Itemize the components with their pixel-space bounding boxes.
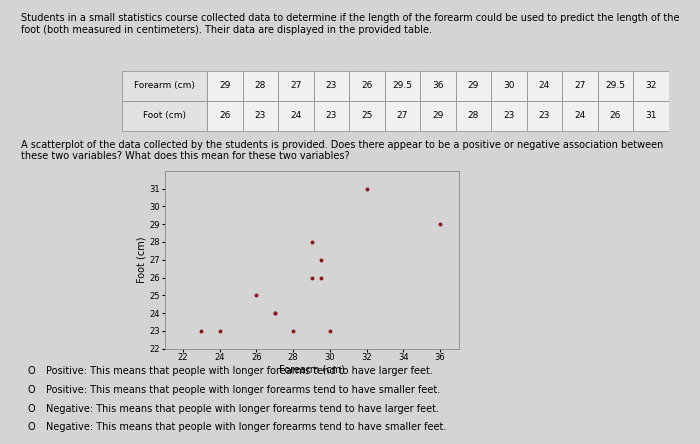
FancyBboxPatch shape xyxy=(314,101,349,131)
Text: 31: 31 xyxy=(645,111,657,120)
X-axis label: Forearm (cm): Forearm (cm) xyxy=(279,365,344,374)
Text: 23: 23 xyxy=(255,111,266,120)
FancyBboxPatch shape xyxy=(598,71,633,101)
Point xyxy=(435,221,446,228)
Text: O: O xyxy=(28,366,36,377)
Point xyxy=(324,327,335,334)
FancyBboxPatch shape xyxy=(122,101,207,131)
FancyBboxPatch shape xyxy=(420,71,456,101)
Text: 26: 26 xyxy=(219,111,230,120)
Text: 27: 27 xyxy=(397,111,408,120)
Point xyxy=(315,274,326,281)
Text: Forearm (cm): Forearm (cm) xyxy=(134,81,195,91)
Text: 27: 27 xyxy=(290,81,302,91)
Point xyxy=(361,185,372,192)
Text: 25: 25 xyxy=(361,111,372,120)
FancyBboxPatch shape xyxy=(598,101,633,131)
Point xyxy=(195,327,207,334)
Point xyxy=(306,274,317,281)
FancyBboxPatch shape xyxy=(526,101,562,131)
Text: O: O xyxy=(28,385,36,395)
Point xyxy=(269,309,280,317)
Y-axis label: Foot (cm): Foot (cm) xyxy=(137,237,147,283)
Text: O: O xyxy=(28,422,36,432)
Point xyxy=(251,292,262,299)
Text: 36: 36 xyxy=(432,81,444,91)
FancyBboxPatch shape xyxy=(314,71,349,101)
FancyBboxPatch shape xyxy=(633,101,668,131)
FancyBboxPatch shape xyxy=(384,101,420,131)
FancyBboxPatch shape xyxy=(491,101,526,131)
Text: 27: 27 xyxy=(574,81,585,91)
Point xyxy=(269,309,280,317)
FancyBboxPatch shape xyxy=(243,101,278,131)
FancyBboxPatch shape xyxy=(562,101,598,131)
Text: 29: 29 xyxy=(468,81,479,91)
Text: Positive: This means that people with longer forearms tend to have smaller feet.: Positive: This means that people with lo… xyxy=(46,385,440,395)
FancyBboxPatch shape xyxy=(349,101,384,131)
Text: 29.5: 29.5 xyxy=(606,81,625,91)
Text: Negative: This means that people with longer forearms tend to have smaller feet.: Negative: This means that people with lo… xyxy=(46,422,446,432)
Text: 24: 24 xyxy=(574,111,585,120)
FancyBboxPatch shape xyxy=(491,71,526,101)
Text: 28: 28 xyxy=(468,111,479,120)
FancyBboxPatch shape xyxy=(278,71,314,101)
FancyBboxPatch shape xyxy=(207,71,243,101)
FancyBboxPatch shape xyxy=(207,101,243,131)
Point xyxy=(288,327,299,334)
FancyBboxPatch shape xyxy=(384,71,420,101)
Text: 24: 24 xyxy=(539,81,550,91)
FancyBboxPatch shape xyxy=(526,71,562,101)
FancyBboxPatch shape xyxy=(456,101,491,131)
Text: O: O xyxy=(28,404,36,414)
Text: 26: 26 xyxy=(361,81,372,91)
Point xyxy=(315,256,326,263)
Text: 29: 29 xyxy=(219,81,230,91)
Text: A scatterplot of the data collected by the students is provided. Does there appe: A scatterplot of the data collected by t… xyxy=(21,140,664,162)
FancyBboxPatch shape xyxy=(456,71,491,101)
FancyBboxPatch shape xyxy=(122,71,207,101)
Text: Foot (cm): Foot (cm) xyxy=(144,111,186,120)
FancyBboxPatch shape xyxy=(243,71,278,101)
Text: 23: 23 xyxy=(326,111,337,120)
Text: 26: 26 xyxy=(610,111,621,120)
FancyBboxPatch shape xyxy=(562,71,598,101)
FancyBboxPatch shape xyxy=(278,101,314,131)
Text: 23: 23 xyxy=(538,111,550,120)
FancyBboxPatch shape xyxy=(633,71,668,101)
Text: 29: 29 xyxy=(432,111,444,120)
Text: Negative: This means that people with longer forearms tend to have larger feet.: Negative: This means that people with lo… xyxy=(46,404,438,414)
Text: 23: 23 xyxy=(503,111,514,120)
FancyBboxPatch shape xyxy=(349,71,384,101)
FancyBboxPatch shape xyxy=(420,101,456,131)
Point xyxy=(306,238,317,246)
Text: 32: 32 xyxy=(645,81,657,91)
Text: Students in a small statistics course collected data to determine if the length : Students in a small statistics course co… xyxy=(21,13,680,35)
Text: 28: 28 xyxy=(255,81,266,91)
Text: 29.5: 29.5 xyxy=(392,81,412,91)
Text: 30: 30 xyxy=(503,81,514,91)
Text: 23: 23 xyxy=(326,81,337,91)
Point xyxy=(214,327,225,334)
Text: Positive: This means that people with longer forearms tend to have larger feet.: Positive: This means that people with lo… xyxy=(46,366,433,377)
Text: 24: 24 xyxy=(290,111,302,120)
